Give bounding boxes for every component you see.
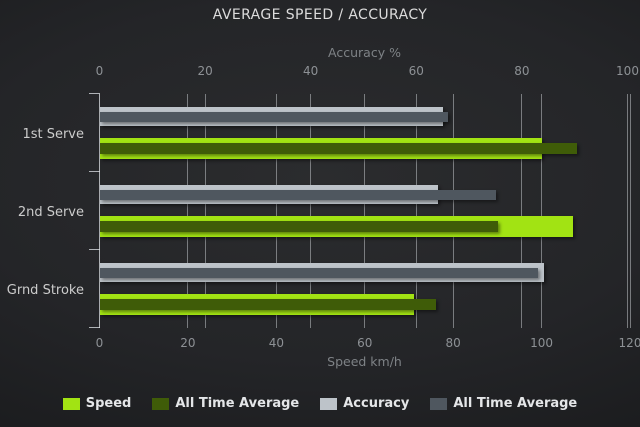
legend-label: All Time Average	[453, 396, 578, 411]
gridline	[521, 93, 523, 328]
top-tick-label: 80	[514, 64, 530, 78]
top-tick-label: 0	[95, 64, 104, 78]
top-tick-label: 60	[408, 64, 424, 78]
bottom-tick-label: 120	[618, 336, 640, 350]
legend-swatch	[430, 397, 448, 410]
bottom-tick-label: 100	[530, 336, 554, 350]
gridline	[204, 93, 206, 328]
legend-item: Speed	[62, 396, 132, 411]
legend-label: Accuracy	[343, 396, 410, 411]
legend-label: All Time Average	[175, 396, 300, 411]
legend-swatch	[320, 397, 338, 410]
gridline	[310, 93, 312, 328]
legend-label: Speed	[85, 396, 132, 411]
legend-swatch	[152, 397, 170, 410]
top-tick-label: 20	[197, 64, 213, 78]
plot-area	[88, 93, 631, 328]
chart-title: AVERAGE SPEED / ACCURACY	[212, 7, 428, 23]
y-axis-tick	[88, 327, 100, 328]
top-tick-label: 100	[616, 64, 639, 78]
legend: Speed All Time Average Accuracy All Time Av…	[0, 396, 640, 411]
gridline	[275, 93, 277, 328]
gridline	[541, 93, 543, 328]
category-label: 2nd Serve	[17, 204, 84, 220]
bottom-tick-label: 80	[445, 336, 461, 350]
legend-swatch	[62, 397, 80, 410]
y-axis-tick	[88, 171, 100, 172]
legend-item: Accuracy	[320, 396, 409, 411]
y-axis-tick	[88, 249, 100, 250]
gridline	[629, 93, 631, 328]
bar-speed-all-time-average	[100, 298, 436, 310]
y-axis-tick	[88, 93, 100, 94]
category-label: 1st Serve	[22, 126, 84, 142]
bar-speed-all-time-average	[100, 220, 498, 232]
bar-accuracy-all-time-average	[100, 189, 496, 200]
gridline	[627, 93, 628, 328]
top-axis-label: Accuracy %	[328, 45, 401, 60]
bar-accuracy-all-time-average	[100, 111, 449, 122]
bar-accuracy-all-time-average	[100, 267, 539, 278]
bar-speed-all-time-average	[100, 142, 578, 154]
category-label: Grnd Stroke	[6, 282, 84, 298]
gridline	[364, 93, 366, 328]
bottom-tick-label: 0	[95, 336, 104, 350]
gridline	[187, 93, 189, 328]
legend-item: All Time Average	[430, 396, 577, 411]
legend-item: All Time Average	[152, 396, 299, 411]
top-tick-label: 40	[303, 64, 319, 78]
y-axis-spine	[98, 93, 100, 328]
bottom-tick-label: 60	[357, 336, 373, 350]
bottom-tick-label: 40	[268, 336, 284, 350]
gridline	[452, 93, 454, 328]
gridline	[415, 93, 417, 328]
bottom-tick-label: 20	[180, 336, 196, 350]
bottom-axis-label: Speed km/h	[327, 354, 402, 369]
